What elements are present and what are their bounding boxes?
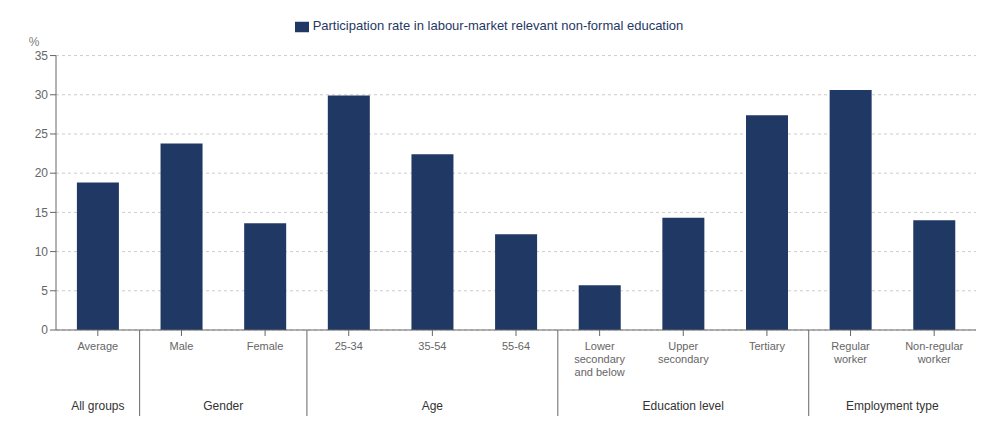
svg-text:All groups: All groups [71, 399, 124, 413]
svg-text:35-54: 35-54 [418, 340, 446, 352]
html-text:Participation rate in labour-m: Participation rate in labour-market rele… [312, 18, 684, 33]
svg-text:Male: Male [170, 340, 194, 352]
svg-text:Gender: Gender [203, 399, 243, 413]
svg-text:10: 10 [35, 245, 49, 259]
svg-text:20: 20 [35, 166, 49, 180]
svg-text:30: 30 [35, 88, 49, 102]
svg-text:35: 35 [35, 49, 49, 63]
svg-text:0: 0 [41, 323, 48, 337]
svg-text:5: 5 [41, 284, 48, 298]
svg-text:Female: Female [247, 340, 284, 352]
svg-text:Age: Age [422, 399, 444, 413]
svg-text:Lowersecondaryand below: Lowersecondaryand below [574, 340, 625, 378]
svg-text:Education level: Education level [643, 399, 724, 413]
svg-text:Non-regularworker: Non-regularworker [905, 340, 963, 365]
svg-text:Tertiary: Tertiary [749, 340, 786, 352]
svg-text:Regularworker: Regularworker [831, 340, 870, 365]
svg-text:Average: Average [77, 340, 118, 352]
svg-text:25-34: 25-34 [335, 340, 363, 352]
svg-text:25: 25 [35, 127, 49, 141]
svg-text:55-64: 55-64 [502, 340, 530, 352]
svg-text:Uppersecondary: Uppersecondary [658, 340, 709, 365]
svg-text:15: 15 [35, 206, 49, 220]
svg-text:Employment type: Employment type [846, 399, 939, 413]
svg-text:%: % [29, 35, 40, 49]
